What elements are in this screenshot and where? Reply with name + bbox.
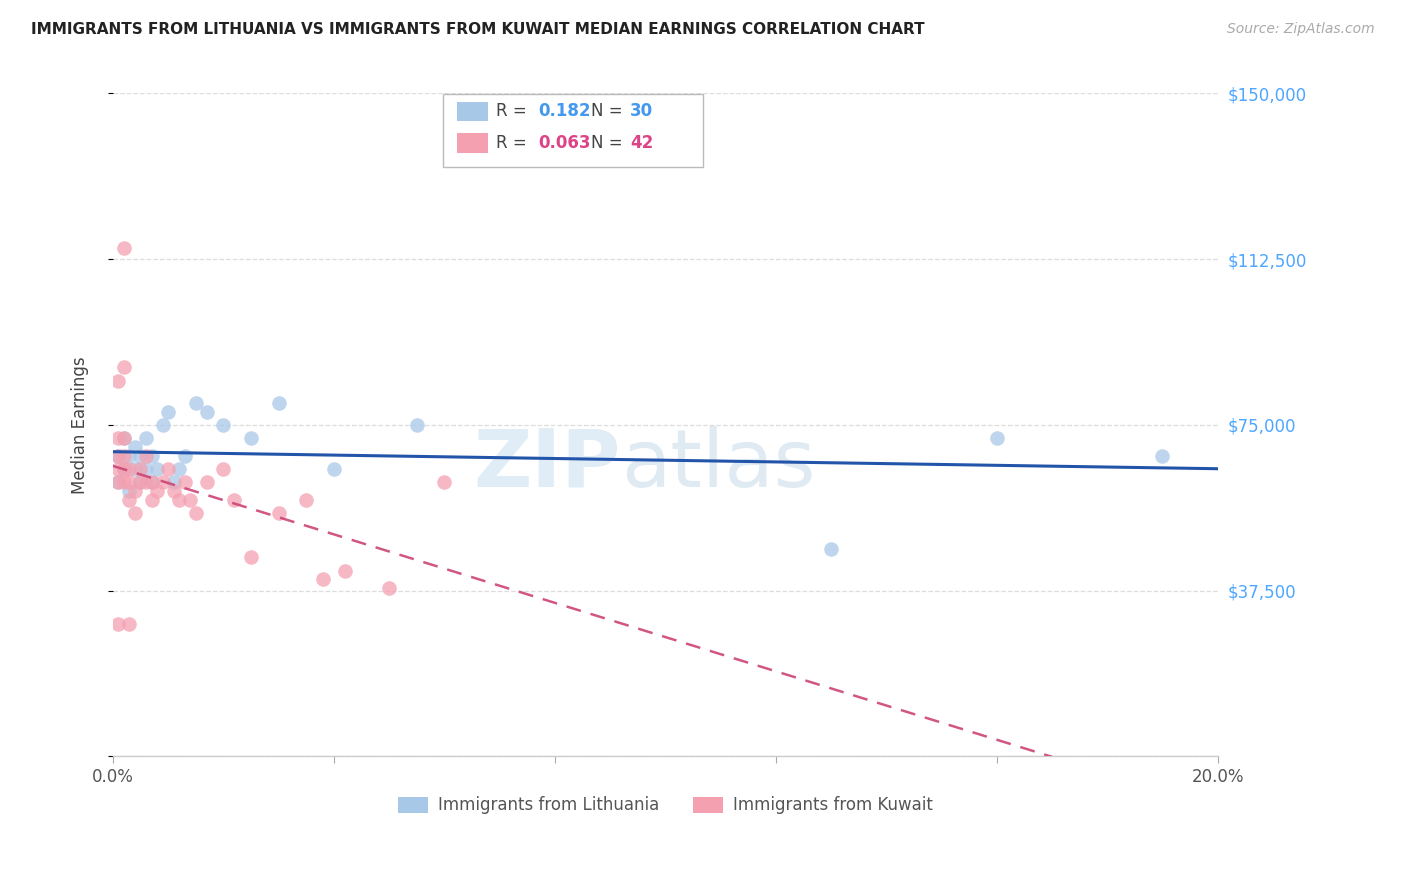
Point bbox=[124, 440, 146, 454]
Point bbox=[112, 462, 135, 476]
Text: IMMIGRANTS FROM LITHUANIA VS IMMIGRANTS FROM KUWAIT MEDIAN EARNINGS CORRELATION : IMMIGRANTS FROM LITHUANIA VS IMMIGRANTS … bbox=[31, 22, 925, 37]
Text: 0.063: 0.063 bbox=[538, 134, 591, 152]
Point bbox=[173, 449, 195, 463]
Point bbox=[167, 492, 190, 507]
Point bbox=[112, 462, 135, 476]
Point bbox=[184, 506, 207, 520]
Legend: Immigrants from Lithuania, Immigrants from Kuwait: Immigrants from Lithuania, Immigrants fr… bbox=[391, 789, 939, 821]
Point bbox=[267, 506, 290, 520]
Point bbox=[986, 431, 1008, 445]
Point bbox=[107, 374, 129, 388]
Y-axis label: Median Earnings: Median Earnings bbox=[72, 356, 89, 493]
Point bbox=[162, 484, 184, 499]
Point bbox=[212, 462, 235, 476]
Text: R =: R = bbox=[496, 103, 533, 120]
Text: atlas: atlas bbox=[621, 425, 815, 504]
Point bbox=[195, 404, 218, 418]
Point bbox=[152, 475, 174, 490]
Point bbox=[141, 492, 163, 507]
Point bbox=[162, 475, 184, 490]
Point bbox=[129, 449, 152, 463]
Point bbox=[157, 462, 180, 476]
Point bbox=[107, 449, 129, 463]
Point bbox=[179, 492, 201, 507]
Point bbox=[820, 541, 842, 556]
Point bbox=[157, 404, 180, 418]
Point bbox=[224, 492, 246, 507]
Text: 30: 30 bbox=[630, 103, 652, 120]
Point bbox=[295, 492, 318, 507]
Text: R =: R = bbox=[496, 134, 533, 152]
Point bbox=[118, 449, 141, 463]
Point bbox=[107, 475, 129, 490]
Point bbox=[1152, 449, 1174, 463]
Point bbox=[129, 475, 152, 490]
Point bbox=[112, 431, 135, 445]
Point bbox=[118, 492, 141, 507]
Point bbox=[118, 462, 141, 476]
Point bbox=[322, 462, 344, 476]
Point bbox=[129, 475, 152, 490]
Point bbox=[107, 431, 129, 445]
Point bbox=[239, 431, 262, 445]
Point bbox=[141, 449, 163, 463]
Point bbox=[433, 475, 456, 490]
Text: 0.182: 0.182 bbox=[538, 103, 591, 120]
Point bbox=[146, 484, 169, 499]
Point bbox=[124, 462, 146, 476]
Text: Source: ZipAtlas.com: Source: ZipAtlas.com bbox=[1227, 22, 1375, 37]
Point bbox=[112, 241, 135, 255]
Point bbox=[107, 475, 129, 490]
Point bbox=[146, 462, 169, 476]
Point bbox=[312, 573, 335, 587]
Point bbox=[112, 431, 135, 445]
Point bbox=[118, 616, 141, 631]
Point bbox=[112, 449, 135, 463]
Point bbox=[239, 550, 262, 565]
Point bbox=[118, 484, 141, 499]
Point bbox=[141, 475, 163, 490]
Point bbox=[118, 475, 141, 490]
Point bbox=[173, 475, 195, 490]
Point bbox=[378, 582, 401, 596]
Point bbox=[124, 506, 146, 520]
Point bbox=[107, 616, 129, 631]
Point bbox=[212, 417, 235, 432]
Point bbox=[333, 564, 356, 578]
Point bbox=[141, 475, 163, 490]
Text: N =: N = bbox=[591, 103, 627, 120]
Point bbox=[184, 395, 207, 409]
Point bbox=[107, 449, 129, 463]
Point bbox=[135, 475, 157, 490]
Point bbox=[135, 431, 157, 445]
Point bbox=[195, 475, 218, 490]
Text: ZIP: ZIP bbox=[474, 425, 621, 504]
Point bbox=[135, 449, 157, 463]
Point bbox=[267, 395, 290, 409]
Text: N =: N = bbox=[591, 134, 627, 152]
Point bbox=[124, 484, 146, 499]
Point bbox=[405, 417, 427, 432]
Point bbox=[135, 462, 157, 476]
Point bbox=[152, 417, 174, 432]
Point bbox=[107, 462, 129, 476]
Point bbox=[129, 462, 152, 476]
Point bbox=[167, 462, 190, 476]
Point bbox=[112, 475, 135, 490]
Point bbox=[112, 360, 135, 375]
Text: 42: 42 bbox=[630, 134, 654, 152]
